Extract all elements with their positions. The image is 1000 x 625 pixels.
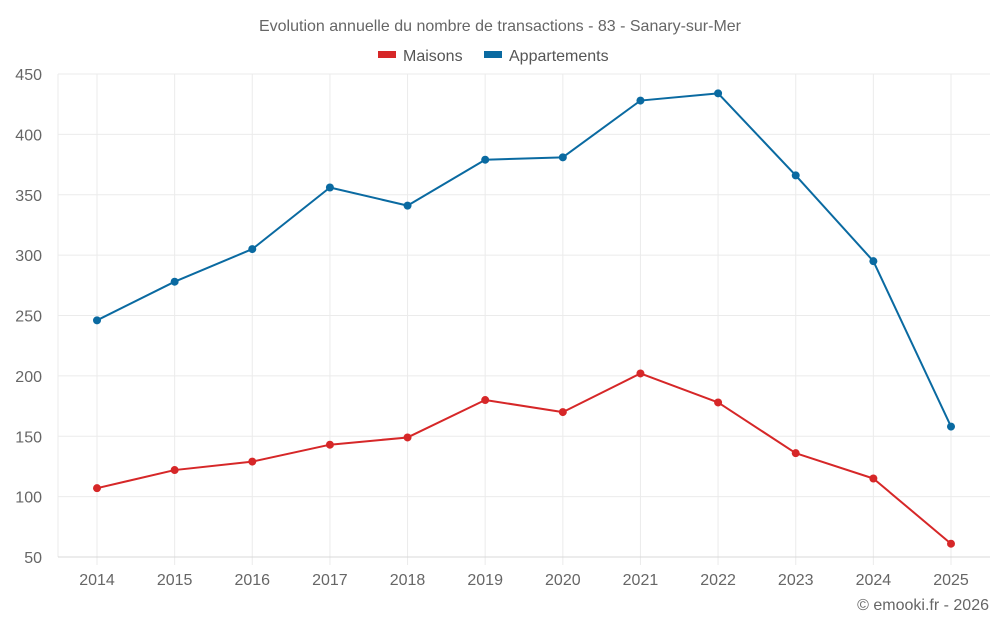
- x-tick-label: 2021: [623, 572, 659, 589]
- data-point: [325, 183, 334, 192]
- data-point: [947, 422, 955, 431]
- data-point: [93, 316, 101, 325]
- legend-item-appartements[interactable]: Appartements: [484, 48, 609, 65]
- credit-text: © emooki.fr - 2026: [857, 597, 989, 614]
- data-point: [325, 440, 334, 449]
- data-point: [636, 96, 645, 105]
- legend-item-maisons[interactable]: Maisons: [378, 48, 463, 65]
- x-tick-label: 2015: [157, 572, 193, 589]
- y-tick-label: 50: [24, 550, 42, 567]
- data-point: [93, 484, 101, 493]
- x-tick-label: 2020: [545, 572, 581, 589]
- x-tick-label: 2018: [390, 572, 426, 589]
- data-point: [170, 466, 179, 475]
- data-point: [947, 539, 955, 548]
- y-gridlines: [58, 73, 990, 498]
- data-point: [170, 277, 179, 286]
- x-tick-label: 2022: [700, 572, 736, 589]
- y-tick-label: 100: [15, 490, 42, 507]
- x-tick-label: 2023: [778, 572, 814, 589]
- data-point: [481, 155, 490, 164]
- y-tick-label: 200: [15, 369, 42, 386]
- data-point: [714, 89, 723, 98]
- legend-swatch: [484, 51, 502, 58]
- data-point: [558, 153, 567, 162]
- x-tick-label: 2014: [79, 572, 115, 589]
- data-point: [403, 433, 412, 442]
- data-point: [636, 369, 645, 378]
- legend-label: Appartements: [509, 48, 609, 65]
- y-tick-label: 250: [15, 309, 42, 326]
- y-tick-label: 150: [15, 429, 42, 446]
- series-appartements: [93, 89, 955, 431]
- x-axis-ticks: 2014 2015 2016 2017 2018 2019 2020 2021 2022 2023…: [79, 572, 969, 589]
- series-group: [93, 89, 955, 548]
- data-point: [481, 396, 490, 405]
- data-point: [791, 171, 800, 180]
- y-tick-label: 350: [15, 188, 42, 205]
- y-tick-label: 300: [15, 248, 42, 265]
- y-tick-label: 450: [15, 67, 42, 84]
- data-point: [714, 398, 723, 407]
- data-point: [869, 474, 878, 483]
- data-point: [558, 408, 567, 417]
- series-maisons: [93, 369, 955, 548]
- data-point: [248, 245, 257, 254]
- y-axis-ticks: 50 100 150 200 250 300 350 400 450: [15, 67, 42, 567]
- x-tick-label: 2019: [467, 572, 503, 589]
- x-gridlines: [57, 74, 952, 565]
- data-point: [248, 457, 257, 466]
- series-line: [96, 92, 952, 428]
- series-line: [96, 372, 952, 545]
- legend-swatch: [378, 51, 396, 58]
- data-point: [791, 449, 800, 458]
- legend-label: Maisons: [403, 48, 463, 65]
- x-tick-label: 2016: [234, 572, 270, 589]
- x-tick-label: 2017: [312, 572, 348, 589]
- legend: Maisons Appartements: [378, 48, 609, 65]
- x-tick-label: 2025: [933, 572, 969, 589]
- x-tick-label: 2024: [856, 572, 892, 589]
- chart-title: Evolution annuelle du nombre de transact…: [259, 18, 742, 35]
- data-point: [403, 201, 412, 210]
- y-tick-label: 400: [15, 127, 42, 144]
- data-point: [869, 257, 878, 266]
